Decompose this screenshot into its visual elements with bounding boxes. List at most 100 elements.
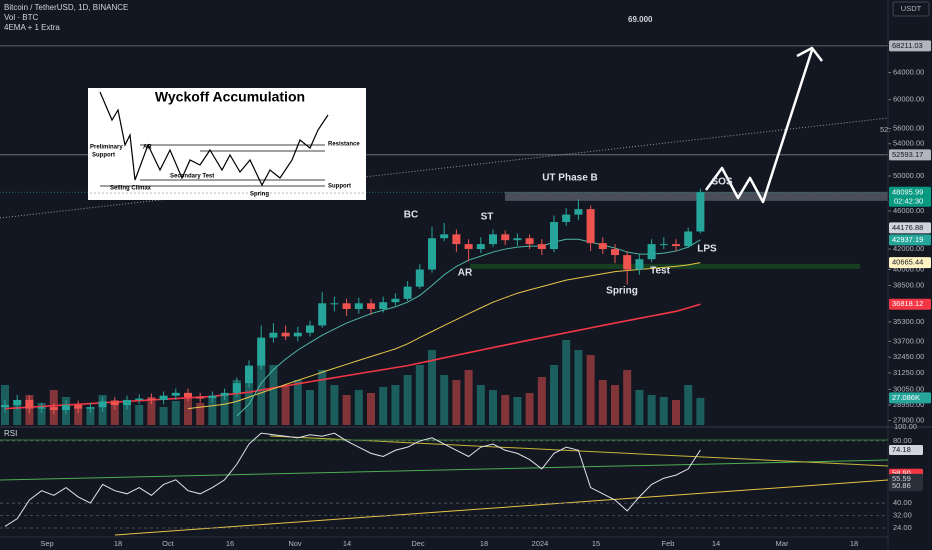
candle-body [123,399,131,405]
inset-label: Support [92,153,115,159]
y-tick-label: 30050.00 [893,384,924,393]
candle-body [574,209,583,215]
volume-bar [635,390,644,425]
rsi-marker-label: 55.59 [892,474,911,483]
candle-body [342,303,351,310]
inset-background [88,88,366,200]
y-tick-label: 50000.00 [893,171,924,180]
price-marker-box [889,298,931,310]
ema-line [187,262,701,410]
volume-marker-box [889,392,931,404]
candle-body [428,238,436,270]
price-marker-box [889,234,931,246]
candle-body [537,244,546,250]
candle-body [257,337,266,366]
x-tick-label: Oct [162,539,175,548]
candle-body [330,303,339,305]
candle-body [611,249,619,256]
volume-bar [672,400,680,425]
price-marker-box [889,40,931,52]
rsi-trend-line [114,479,889,536]
y-tick-label: 28950.00 [893,400,924,409]
annotation: UT Phase B [542,173,598,184]
x-tick-label: Feb [662,539,675,548]
volume-bar [659,397,668,425]
candle-body [403,286,412,299]
rsi-line [4,432,701,527]
candle-body [110,401,119,405]
candle-body [672,244,680,247]
candle-body [415,269,424,287]
candle-body [25,399,34,409]
candle-body [635,259,644,270]
price-marker-label: 36818.12 [892,299,923,308]
y-tick-label: 35300.00 [893,317,924,326]
rsi-tick-label: 80.00 [893,436,912,445]
volume-bar [269,365,278,425]
inset-label: AR [143,145,152,151]
candle-body [696,192,705,232]
candle-body [525,238,534,245]
candle-body [98,401,107,408]
currency[interactable]: USDT [901,4,922,13]
volume-marker-label: 27.086K [892,393,920,402]
volume-bar [318,370,327,425]
candle-body [501,234,510,241]
x-tick-label: 2024 [532,539,549,548]
ema-line [4,303,701,410]
zone [470,263,860,269]
volume-bar [598,380,607,425]
candle-body [367,303,375,310]
volume-bar [525,393,534,425]
candle-body [440,234,449,239]
candle-body [306,325,314,333]
projection-path [704,49,814,204]
price-marker-label: 40665.44 [892,258,923,267]
candle-body [489,234,497,245]
volume-bar [586,355,595,425]
x-tick-label: 14 [343,539,351,548]
price-marker-label: 42937.19 [892,235,923,244]
volume-bar [86,407,95,425]
volume-bar [232,380,241,425]
price-marker-label: 44176.88 [892,223,923,232]
y-tick-label: 56000.00 [893,124,924,133]
volume-bar [13,400,22,425]
currency-box[interactable] [892,1,930,17]
y-tick-label: 38500.00 [893,281,924,290]
rsi-trend-line [0,459,889,481]
annotation: BC [404,210,418,221]
indicator-label: 4EMA + 1 Extra [4,23,60,32]
inset-label: Resistance [328,142,360,148]
volume-bar [37,403,46,425]
volume-bar [464,370,473,425]
volume-bar [501,395,510,425]
candle-body [623,255,632,270]
rsi-marker-box [889,481,923,492]
price-marker-label: 52593.17 [892,150,923,159]
candle-body [452,234,461,245]
y-tick-label: 42000.00 [893,244,924,253]
volume-bar [574,350,583,425]
volume-bar [428,350,436,425]
y-tick-label: 60000.00 [893,95,924,104]
candle-body [391,298,400,303]
annotation: LPS [697,244,717,255]
volume-bar [123,403,131,425]
candle-body [293,332,302,337]
annotation: Test [650,266,670,277]
volume-bar [74,405,83,425]
candle-body [196,397,205,399]
candle-body [562,214,571,223]
volume-bar [623,370,632,425]
volume-bar [489,390,497,425]
candle-body [74,404,83,409]
x-tick-label: 14 [712,539,720,548]
candle-body [1,404,9,408]
x-tick-label: Sep [40,539,53,548]
volume-bar [562,340,571,425]
inset-label: Preliminary [90,145,123,151]
candle-body [86,407,95,409]
volume-bar [647,395,656,425]
